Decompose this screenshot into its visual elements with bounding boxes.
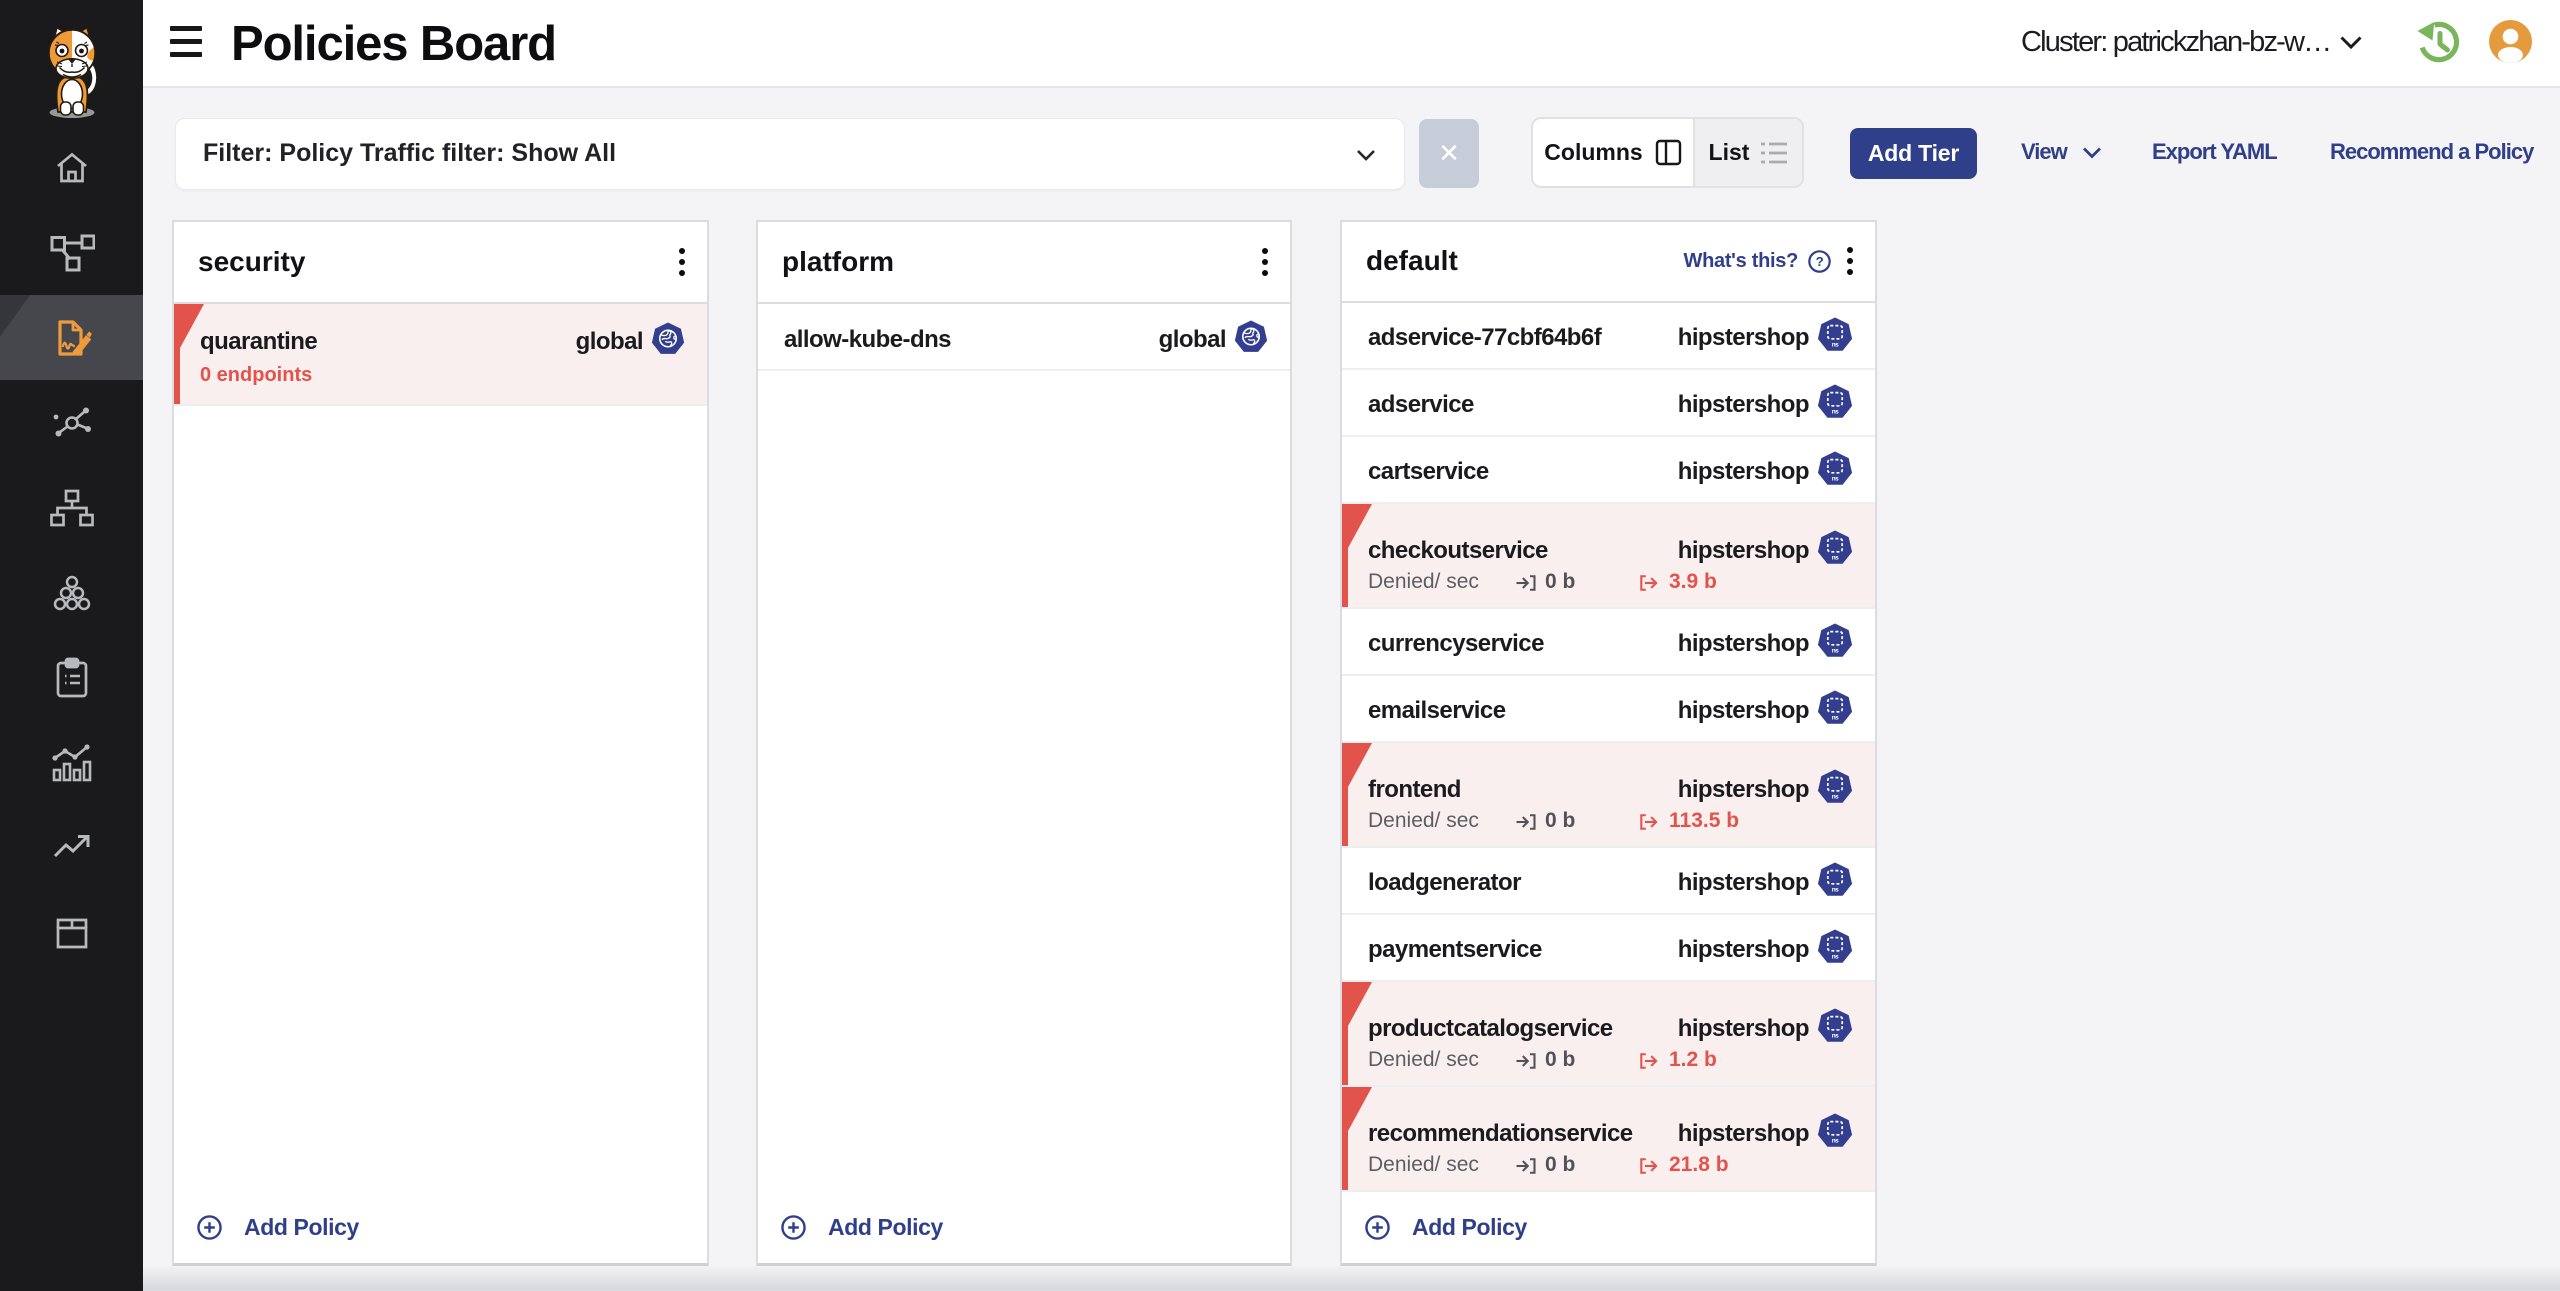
svg-text:?: ? [1816,254,1824,269]
